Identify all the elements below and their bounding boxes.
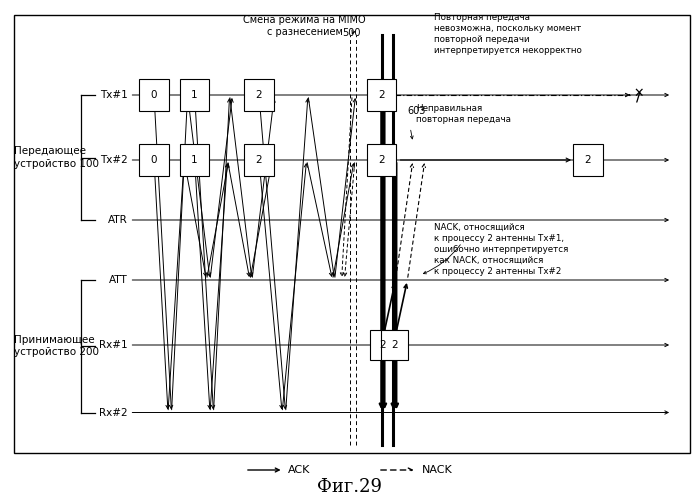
Text: 2: 2 [378,90,385,100]
Text: 1: 1 [191,90,198,100]
Text: 1: 1 [191,155,198,165]
Bar [244,78,274,111]
Text: Tx#2: Tx#2 [99,155,127,165]
Text: /: / [636,90,641,104]
Text: 2: 2 [584,155,592,165]
Text: 500: 500 [342,28,360,38]
Text: ACK: ACK [288,465,311,475]
Bar [180,144,209,176]
Text: 2: 2 [378,155,385,165]
Bar [370,330,396,360]
Bar [382,330,408,360]
Bar [367,144,396,176]
Bar [139,144,169,176]
Bar [573,144,603,176]
Text: ATR: ATR [108,215,127,225]
Bar [180,78,209,111]
Text: Tx#1: Tx#1 [99,90,127,100]
Bar [367,78,396,111]
Bar [14,15,690,452]
Text: Передающее
устройство 100: Передающее устройство 100 [14,146,99,169]
Text: 2: 2 [256,155,262,165]
Text: 603: 603 [407,106,426,116]
Text: ATT: ATT [108,275,127,285]
Text: Повторная передача
невозможна, поскольку момент
повторной передачи
интерпретируе: Повторная передача невозможна, поскольку… [434,12,582,55]
Text: 2: 2 [391,340,398,350]
Text: Rx#1: Rx#1 [99,340,127,350]
Text: Принимающее
устройство 200: Принимающее устройство 200 [14,335,99,357]
Text: Rx#2: Rx#2 [99,408,127,418]
Text: Смена режима на MIMO
с разнесением: Смена режима на MIMO с разнесением [243,15,366,38]
Text: 2: 2 [379,340,386,350]
Text: Неправильная
повторная передача: Неправильная повторная передача [416,104,511,124]
Text: Фиг.29: Фиг.29 [318,478,382,496]
Text: NACK: NACK [421,465,452,475]
Text: 0: 0 [150,155,158,165]
Text: 0: 0 [150,90,158,100]
Text: ✕: ✕ [633,86,644,100]
Bar [139,78,169,111]
Text: 2: 2 [256,90,262,100]
Bar [244,144,274,176]
Text: NACK, относящийся
к процессу 2 антенны Tx#1,
ошибочно интерпретируется
как NACK,: NACK, относящийся к процессу 2 антенны T… [434,222,568,276]
